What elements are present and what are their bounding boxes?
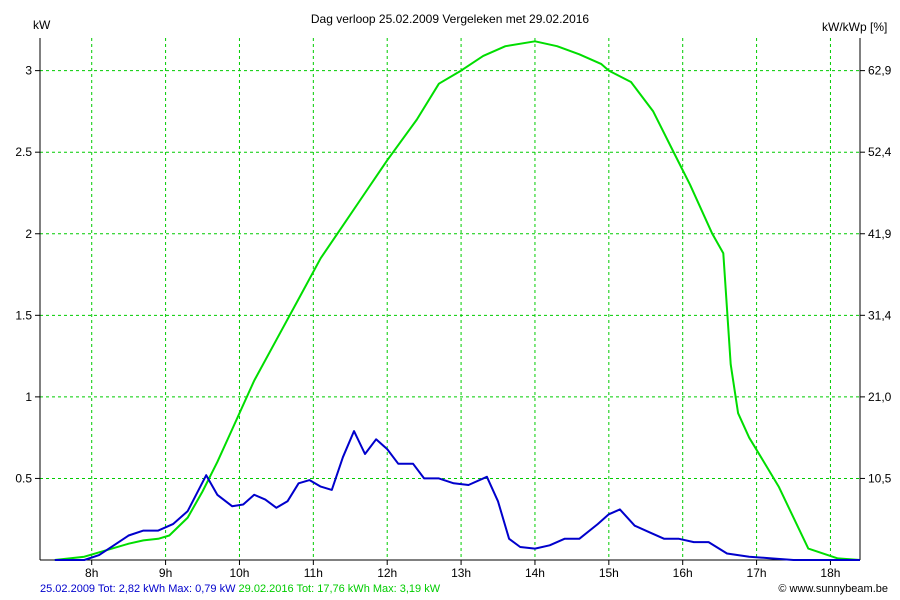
y-tick-label-left: 1 (25, 390, 32, 404)
series-lines (54, 40, 861, 561)
axes (35, 38, 865, 565)
x-tick-label: 9h (159, 566, 172, 580)
legend-footer: 25.02.2009 Tot: 2,82 kWh Max: 0,79 kW 29… (40, 583, 440, 595)
y-tick-label-left: 1.5 (15, 308, 32, 322)
x-tick-label: 14h (525, 566, 545, 580)
y-tick-label-right: 31,4 (868, 308, 892, 322)
y-tick-label-right: 41,9 (868, 227, 892, 241)
y-tick-label-left: 0.5 (15, 471, 32, 485)
y-tick-label-right: 62,9 (868, 64, 892, 78)
x-tick-label: 8h (85, 566, 98, 580)
x-tick-label: 11h (304, 566, 323, 580)
y-tick-label-right: 10,5 (868, 471, 892, 485)
legend-series-2: 29.02.2016 Tot: 17,76 kWh Max: 3,19 kW (238, 583, 441, 595)
x-tick-label: 15h (599, 566, 619, 580)
credit-text: © www.sunnybeam.be (778, 583, 888, 595)
y-tick-label-left: 2.5 (15, 145, 32, 159)
y-tick-label-right: 52,4 (868, 145, 892, 159)
x-tick-label: 17h (747, 566, 767, 580)
y-tick-label-left: 3 (25, 64, 32, 78)
y-axis-right-label: kW/kWp [%] (822, 20, 888, 34)
series-line-29.02.2016 (54, 40, 861, 561)
series-line-25.02.2009 (54, 430, 860, 561)
tick-labels: 8h 9h 10h 11h 12h 13h 14h 15h 16h 17h 18h 0.5 10,5 1 2… (15, 64, 891, 580)
y-tick-label-left: 2 (25, 227, 32, 241)
chart-title: Dag verloop 25.02.2009 Vergeleken met 29… (310, 12, 590, 26)
x-tick-label: 18h (820, 566, 840, 580)
y-tick-label-right: 21,0 (868, 390, 892, 404)
x-tick-label: 16h (673, 566, 693, 580)
gridlines (40, 38, 860, 560)
x-tick-label: 10h (229, 566, 249, 580)
x-tick-label: 12h (377, 566, 397, 580)
y-axis-left-label: kW (33, 18, 51, 32)
x-tick-label: 13h (451, 566, 471, 580)
legend-series-1: 25.02.2009 Tot: 2,82 kWh Max: 0,79 kW (40, 583, 236, 595)
